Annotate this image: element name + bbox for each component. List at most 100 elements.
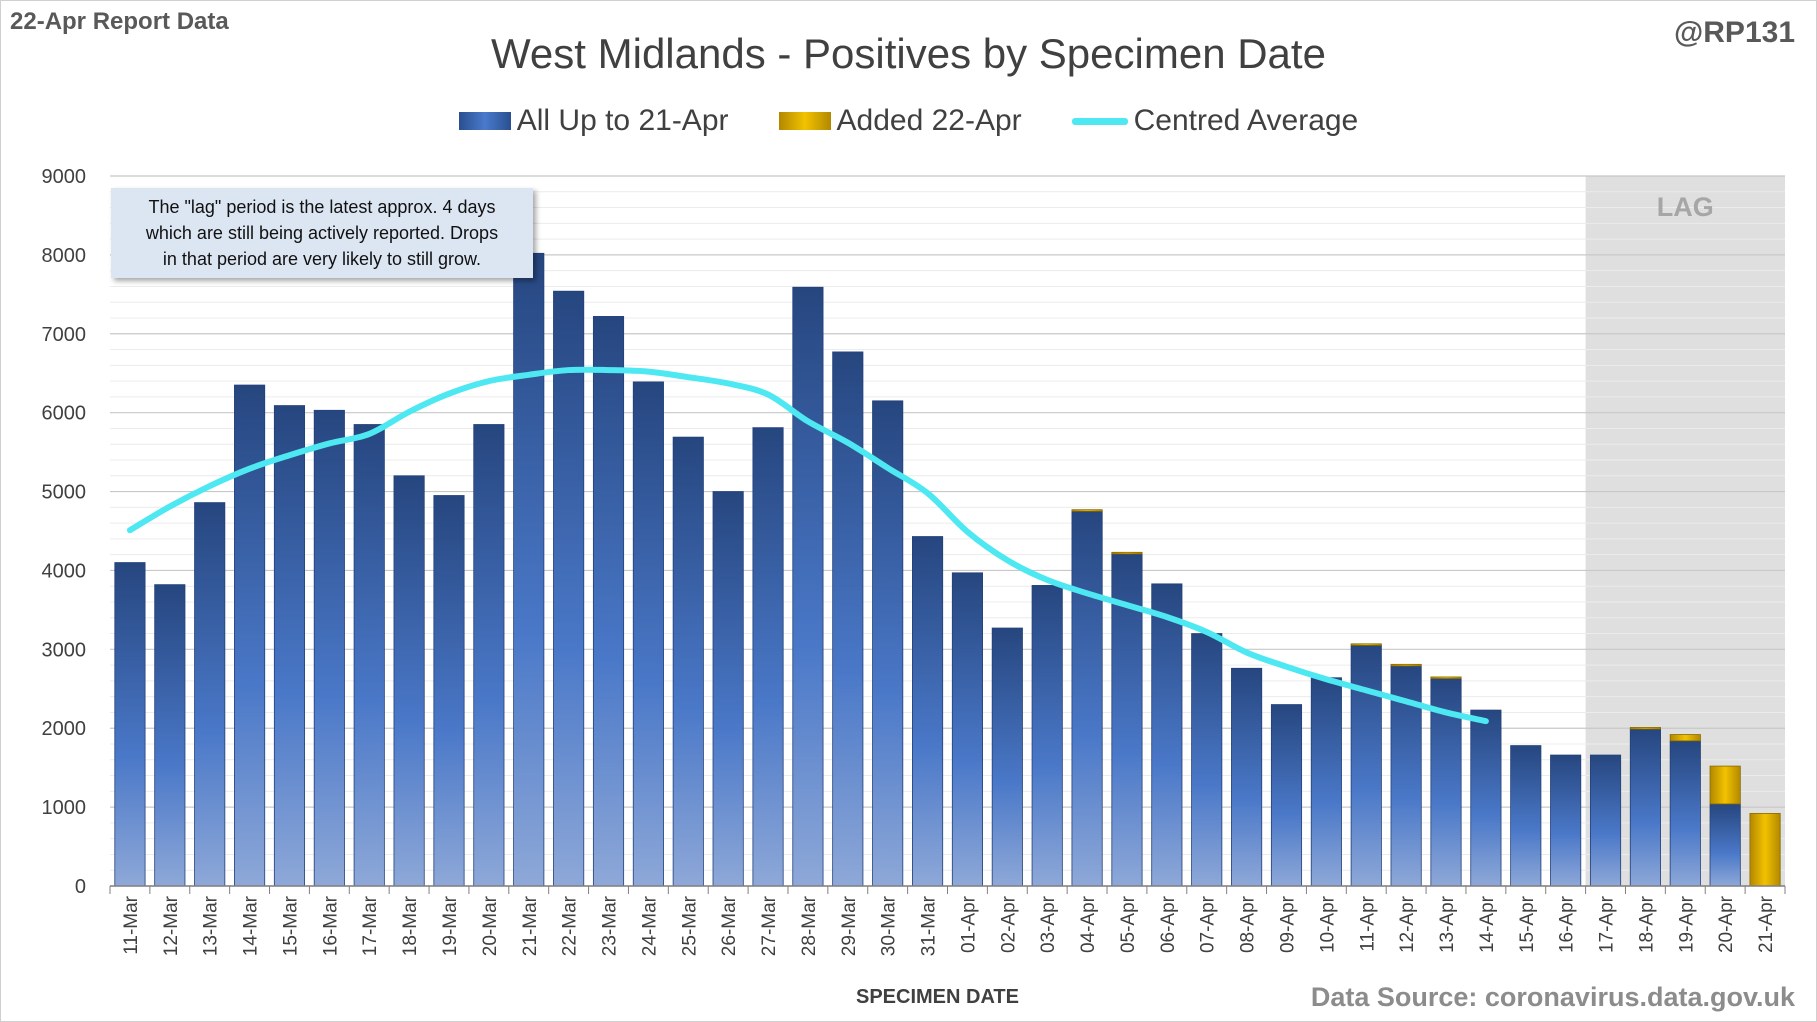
x-tick-label: 05-Apr: [1118, 895, 1139, 953]
bar-all-up-to-21-apr: [194, 502, 226, 887]
legend-item-added: Added 22-Apr: [778, 104, 1022, 138]
bar-all-up-to-21-apr: [991, 627, 1023, 887]
bar-all-up-to-21-apr: [1031, 585, 1063, 887]
bar-all-up-to-21-apr: [951, 572, 983, 887]
x-tick-label: 01-Apr: [958, 895, 979, 953]
x-tick-label: 22-Mar: [560, 895, 581, 956]
x-tick-label: 29-Mar: [839, 895, 860, 956]
y-tick-label: 2000: [42, 718, 87, 740]
y-tick-label: 0: [75, 876, 86, 898]
author-handle: @RP131: [1674, 16, 1795, 49]
lag-note-line: in that period are very likely to still …: [162, 249, 482, 269]
x-tick-label: 16-Mar: [320, 895, 341, 956]
bar-all-up-to-21-apr: [592, 316, 625, 887]
x-tick-label: 04-Apr: [1078, 895, 1099, 953]
bar-all-up-to-21-apr: [473, 424, 505, 887]
bar-all-up-to-21-apr: [632, 381, 664, 887]
bar-added-22-apr: [1749, 813, 1781, 887]
chart-title: West Midlands - Positives by Specimen Da…: [491, 30, 1326, 77]
bar-added-22-apr: [1390, 663, 1422, 667]
x-tick-label: 19-Mar: [440, 895, 461, 956]
y-tick-label: 7000: [42, 324, 87, 346]
legend-swatch-blue: [458, 112, 511, 130]
x-tick-label: 15-Mar: [280, 895, 301, 956]
x-tick-label: 13-Apr: [1437, 895, 1458, 953]
x-tick-label: 03-Apr: [1038, 895, 1059, 953]
bar-all-up-to-21-apr: [672, 436, 704, 887]
x-tick-label: 26-Mar: [719, 895, 740, 956]
x-tick-label: 16-Apr: [1557, 895, 1578, 953]
data-source: Data Source: coronavirus.data.gov.uk: [1310, 982, 1795, 1012]
x-tick-label: 11-Apr: [1357, 895, 1378, 951]
chart-legend: All Up to 21-Apr Added 22-Apr Centred Av…: [0, 104, 1817, 138]
bar-all-up-to-21-apr: [912, 536, 944, 887]
y-tick-label: 9000: [42, 166, 87, 188]
x-tick-label: 18-Mar: [400, 895, 421, 956]
y-tick-label: 6000: [42, 403, 87, 425]
bar-all-up-to-21-apr: [792, 286, 824, 887]
bar-all-up-to-21-apr: [1669, 740, 1701, 887]
x-tick-label: 09-Apr: [1277, 895, 1298, 953]
legend-label-added: Added 22-Apr: [836, 104, 1022, 137]
x-tick-label: 02-Apr: [998, 895, 1019, 953]
x-tick-label: 07-Apr: [1198, 895, 1219, 953]
bar-all-up-to-21-apr: [832, 351, 864, 887]
bar-all-up-to-21-apr: [1629, 728, 1661, 887]
bar-all-up-to-21-apr: [1270, 704, 1303, 887]
legend-label-average: Centred Average: [1133, 104, 1359, 137]
y-tick-label: 4000: [42, 560, 87, 582]
bar-all-up-to-21-apr: [114, 562, 146, 887]
bar-added-22-apr: [1430, 676, 1462, 679]
x-tick-label: 23-Mar: [600, 895, 621, 956]
x-tick-label: 27-Mar: [759, 895, 780, 956]
report-label: 22-Apr Report Data: [10, 8, 229, 35]
bar-all-up-to-21-apr: [1510, 745, 1542, 887]
bar-all-up-to-21-apr: [1310, 677, 1342, 887]
lag-note: The "lag" period is the latest approx. 4…: [111, 188, 533, 278]
x-tick-label: 25-Mar: [679, 895, 700, 956]
legend-swatch-line: [1071, 117, 1128, 125]
bar-added-22-apr: [1669, 734, 1701, 742]
y-tick-label: 3000: [42, 639, 87, 661]
bar-all-up-to-21-apr: [1071, 510, 1103, 887]
x-tick-label: 12-Mar: [161, 895, 182, 956]
x-tick-label: 14-Mar: [241, 895, 262, 956]
legend-item-average: Centred Average: [1071, 104, 1359, 138]
bar-all-up-to-21-apr: [1350, 644, 1382, 887]
y-tick-label: 1000: [42, 797, 87, 819]
lag-note-line: which are still being actively reported.…: [145, 223, 499, 243]
bar-all-up-to-21-apr: [313, 409, 345, 887]
bar-all-up-to-21-apr: [393, 475, 425, 887]
bar-added-22-apr: [1350, 643, 1382, 646]
x-tick-label: 10-Apr: [1317, 895, 1338, 953]
bar-all-up-to-21-apr: [154, 584, 186, 887]
x-tick-label: 17-Apr: [1597, 895, 1618, 953]
bar-all-up-to-21-apr: [1191, 633, 1223, 887]
bar-added-22-apr: [1629, 727, 1661, 730]
x-tick-label: 14-Apr: [1477, 895, 1498, 953]
x-tick-label: 08-Apr: [1238, 895, 1259, 953]
bar-all-up-to-21-apr: [433, 495, 465, 887]
bar-all-up-to-21-apr: [872, 400, 904, 887]
legend-label-all: All Up to 21-Apr: [516, 104, 729, 137]
x-tick-label: 30-Mar: [879, 895, 900, 956]
x-axis-title: SPECIMEN DATE: [856, 986, 1019, 1008]
x-tick-label: 20-Apr: [1716, 895, 1737, 953]
bar-all-up-to-21-apr: [712, 491, 744, 887]
bar-all-up-to-21-apr: [1231, 667, 1263, 887]
bar-all-up-to-21-apr: [752, 427, 784, 887]
bar-all-up-to-21-apr: [1589, 754, 1622, 887]
bar-all-up-to-21-apr: [1550, 754, 1582, 887]
bar-all-up-to-21-apr: [1470, 709, 1502, 887]
x-tick-label: 15-Apr: [1517, 895, 1538, 953]
bar-all-up-to-21-apr: [1151, 583, 1183, 887]
centred-average-line: [126, 366, 1489, 725]
x-tick-label: 24-Mar: [639, 895, 660, 956]
bar-all-up-to-21-apr: [553, 290, 585, 887]
y-tick-label: 8000: [42, 245, 87, 267]
lag-note-line: The "lag" period is the latest approx. 4…: [148, 197, 496, 217]
bar-added-22-apr: [1111, 551, 1143, 555]
x-tick-label: 17-Mar: [360, 895, 381, 956]
bar-all-up-to-21-apr: [353, 424, 385, 887]
